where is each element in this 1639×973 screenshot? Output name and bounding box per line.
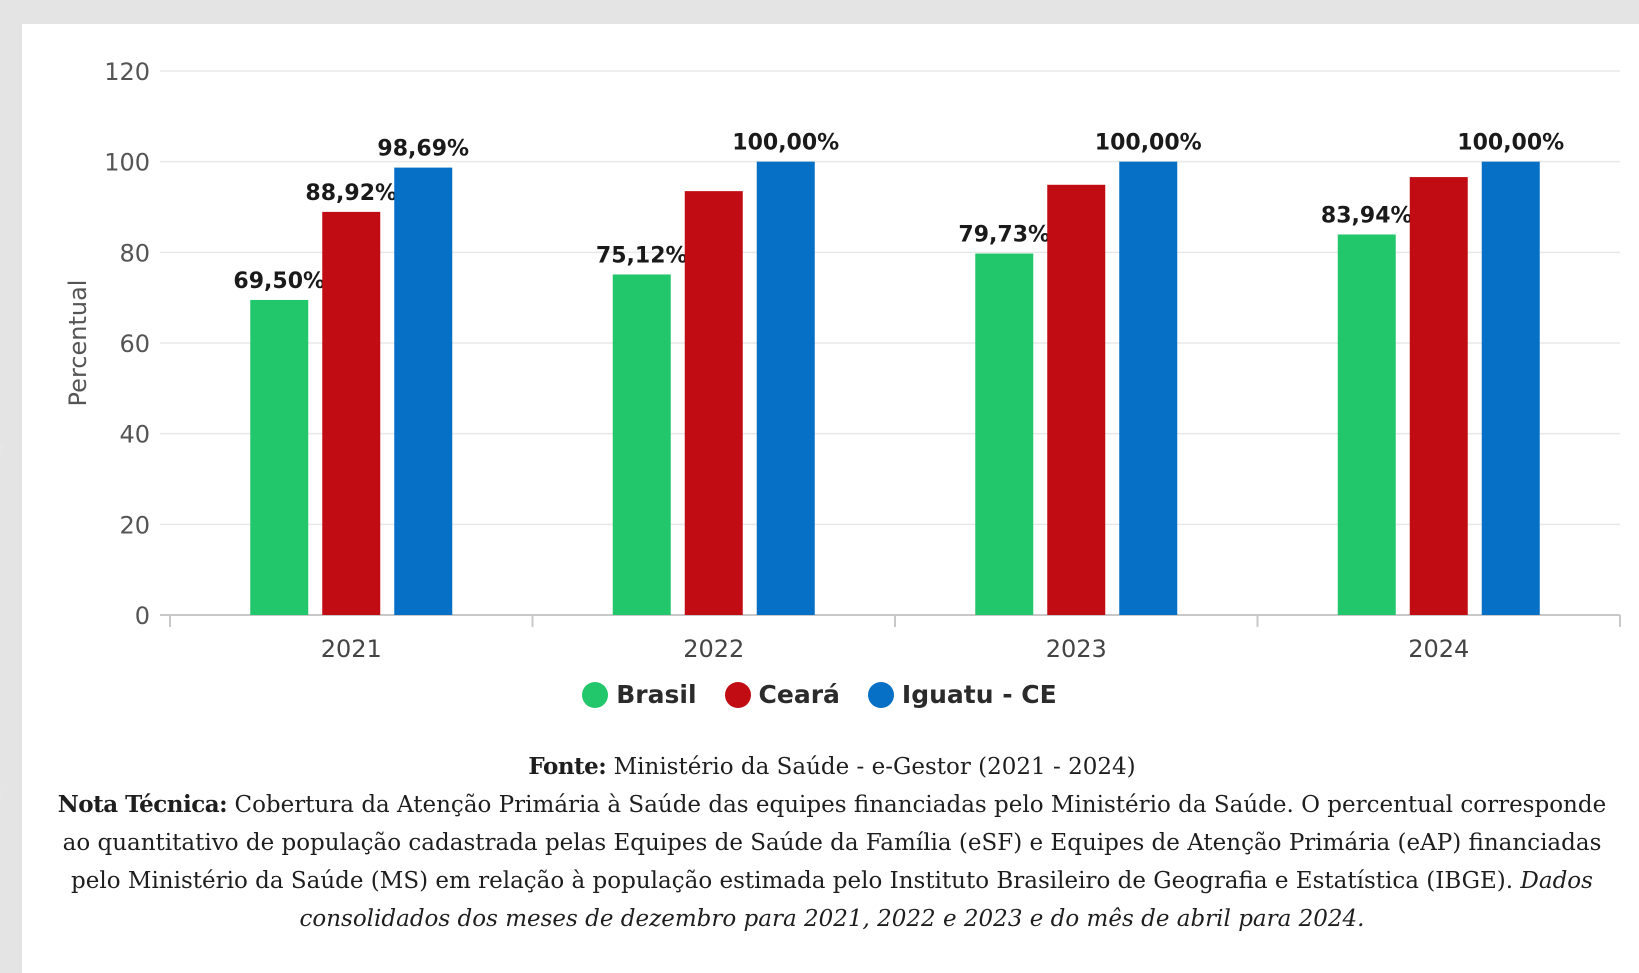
note-label: Nota Técnica: xyxy=(57,791,228,818)
bar-iguatu-ce-2022 xyxy=(756,161,815,615)
bar-iguatu-ce-2023 xyxy=(1119,161,1178,615)
note-italic-text: Dados consolidados dos meses de dezembro… xyxy=(299,868,1593,932)
y-axis-label: Percentual xyxy=(64,280,92,407)
y-tick-label: 0 xyxy=(135,602,150,630)
data-label: 75,12% xyxy=(596,243,688,268)
bar-chart: 0 20 40 60 80 100 120 Percentual 69,50% 88,92% 98,… xyxy=(64,58,1621,663)
source-label: Fonte: xyxy=(528,753,607,780)
y-tick-label: 60 xyxy=(119,330,150,358)
data-label: 98,69% xyxy=(377,137,469,162)
legend-swatch xyxy=(724,681,751,708)
y-tick-label: 20 xyxy=(119,511,150,539)
source-line: Fonte: Ministério da Saúde - e-Gestor (2… xyxy=(52,748,1612,786)
data-label: 88,92% xyxy=(305,181,397,206)
data-label: 100,00% xyxy=(1457,131,1564,156)
note-text: Cobertura da Atenção Primária à Saúde da… xyxy=(62,792,1607,894)
bar-brasil-2024 xyxy=(1337,234,1396,616)
data-label: 79,73% xyxy=(958,223,1050,248)
legend-item: Brasil xyxy=(582,680,697,709)
bar-iguatu-ce-2021 xyxy=(394,167,453,615)
legend-label: Ceará xyxy=(758,680,840,709)
y-tick-label: 80 xyxy=(119,239,150,267)
chart-notes: Fonte: Ministério da Saúde - e-Gestor (2… xyxy=(52,748,1612,938)
legend-label: Brasil xyxy=(616,680,697,709)
y-tick-label: 120 xyxy=(104,58,150,86)
bar-cear--2024 xyxy=(1409,177,1468,615)
bar-cear--2022 xyxy=(684,191,743,615)
legend-label: Iguatu - CE xyxy=(901,680,1057,709)
source-text: Ministério da Saúde - e-Gestor (2021 - 2… xyxy=(606,754,1136,780)
bar-brasil-2023 xyxy=(975,253,1034,616)
legend-item: Ceará xyxy=(724,680,840,709)
x-tick-label: 2024 xyxy=(1408,635,1469,663)
data-label: 100,00% xyxy=(1095,131,1202,156)
legend-item: Iguatu - CE xyxy=(867,680,1057,709)
bar-cear--2021 xyxy=(322,211,381,615)
bar-cear--2023 xyxy=(1047,184,1106,615)
y-tick-label: 40 xyxy=(119,421,150,449)
legend-swatch xyxy=(582,681,609,708)
data-label: 69,50% xyxy=(233,269,325,294)
data-label: 100,00% xyxy=(732,131,839,156)
x-tick-label: 2023 xyxy=(1046,635,1107,663)
x-tick-label: 2022 xyxy=(683,635,744,663)
technical-note: Nota Técnica: Cobertura da Atenção Primá… xyxy=(52,786,1612,938)
bar-iguatu-ce-2024 xyxy=(1481,161,1540,615)
data-label: 83,94% xyxy=(1321,203,1413,228)
y-tick-label: 100 xyxy=(104,149,150,177)
chart-legend: Brasil Ceará Iguatu - CE xyxy=(0,680,1639,709)
bar-brasil-2021 xyxy=(250,299,309,615)
bar-brasil-2022 xyxy=(612,274,671,615)
x-tick-label: 2021 xyxy=(321,635,382,663)
legend-swatch xyxy=(867,681,894,708)
